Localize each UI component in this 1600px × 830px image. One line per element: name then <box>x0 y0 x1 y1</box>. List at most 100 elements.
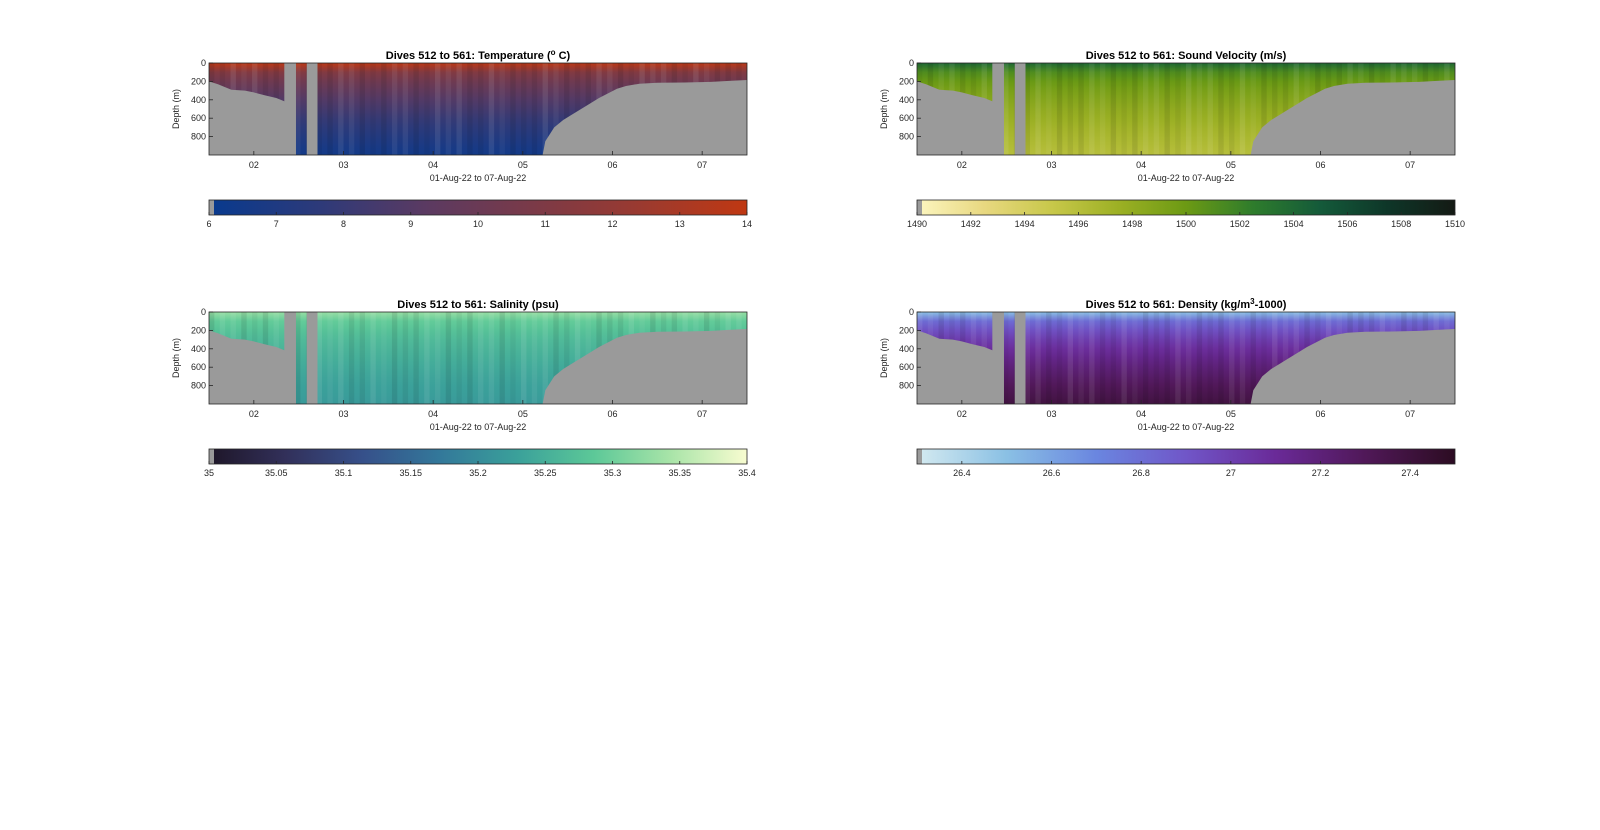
x-tick-label: 05 <box>518 160 528 170</box>
profile-stripe <box>370 312 376 404</box>
profile-stripe <box>1099 312 1106 404</box>
y-tick-label: 200 <box>899 76 914 86</box>
y-tick-label: 800 <box>191 132 206 142</box>
profile-stripe <box>1196 312 1203 404</box>
profile-stripe <box>1110 63 1117 155</box>
no-data-region <box>209 80 747 155</box>
colorbar-tick-label: 26.8 <box>1132 468 1150 478</box>
title-superscript: 3 <box>1250 297 1255 306</box>
colorbar: 35 35.05 35.1 35.15 35.2 35.25 35.3 35.35 35.4 <box>204 448 756 478</box>
x-tick-label: 02 <box>249 409 259 419</box>
profile-stripe <box>1003 63 1009 155</box>
chart-title: Dives 512 to 561: Salinity (psu) <box>397 299 559 311</box>
colorbar-tick-label: 1496 <box>1068 219 1088 229</box>
colorbar-tick-label: 1504 <box>1284 219 1304 229</box>
colorbar-tick-label: 1508 <box>1391 219 1411 229</box>
x-tick-label: 04 <box>428 409 438 419</box>
x-tick-label: 04 <box>1136 160 1146 170</box>
title-superscript: o <box>551 48 556 57</box>
colorbar-no-data-swatch <box>209 449 214 464</box>
colorbar-tick-label: 35.35 <box>668 468 691 478</box>
profile-stripe <box>521 312 527 404</box>
x-tick-label: 07 <box>697 409 707 419</box>
y-tick-label: 400 <box>191 95 206 105</box>
data-gap <box>284 312 296 404</box>
y-tick-label: 0 <box>909 307 914 317</box>
profile-stripe <box>434 63 441 155</box>
colorbar-tick-label: 1492 <box>961 219 981 229</box>
profile-stripe <box>564 63 570 155</box>
profile-stripe <box>1282 312 1289 404</box>
x-tick-label: 06 <box>607 409 617 419</box>
x-tick-label: 02 <box>249 160 259 170</box>
profile-stripe <box>1056 312 1063 404</box>
colorbar: 26.4 26.6 26.8 27 27.2 27.4 <box>916 448 1456 478</box>
colorbar-tick-label: 35.1 <box>335 468 353 478</box>
profile-stripe <box>1164 63 1170 155</box>
x-axis-label: 01-Aug-22 to 07-Aug-22 <box>430 173 527 183</box>
colorbar-tick-label: 8 <box>341 219 346 229</box>
chart-title: Dives 512 to 561: Density (kg/m3-1000) <box>1086 297 1287 311</box>
x-tick-label: 05 <box>1226 409 1236 419</box>
profile-stripe <box>359 312 366 404</box>
profile-stripe <box>348 312 355 404</box>
y-tick-label: 0 <box>201 307 206 317</box>
x-tick-label: 02 <box>957 160 967 170</box>
profile-stripe <box>295 312 301 404</box>
profile-stripe <box>359 63 366 155</box>
axes-frame <box>208 62 748 156</box>
colorbar-tick-label: 27.2 <box>1312 468 1330 478</box>
x-tick-label: 05 <box>1226 160 1236 170</box>
colorbar-tick-label: 10 <box>473 219 483 229</box>
profile-stripe <box>1186 312 1192 404</box>
no-data-region <box>917 80 1455 155</box>
y-tick-label: 800 <box>191 381 206 391</box>
profile-stripe <box>1186 63 1192 155</box>
profile-stripe <box>1261 63 1267 155</box>
y-axis-label: Depth (m) <box>879 338 889 378</box>
section-density: Dives 512 to 561: Density (kg/m3-1000) 0 2… <box>879 297 1456 478</box>
colorbar-tick-label: 1506 <box>1337 219 1357 229</box>
title-suffix: -1000) <box>1255 299 1287 311</box>
profile-stripe <box>499 63 505 155</box>
profile-stripe <box>1121 63 1127 155</box>
profile-stripe <box>542 312 548 404</box>
profile-stripe <box>1229 63 1235 155</box>
x-tick-label: 04 <box>428 160 438 170</box>
profile-stripe <box>1218 63 1224 155</box>
colorbar-tick-label: 9 <box>408 219 413 229</box>
no-data-region <box>917 329 1455 404</box>
profile-stripe <box>445 312 452 404</box>
profile-stripe <box>1239 63 1246 155</box>
data-gap <box>992 312 1004 404</box>
y-tick-label: 800 <box>899 132 914 142</box>
section-temperature: Dives 512 to 561: Temperature (o C)02004… <box>171 48 752 229</box>
chart-title: Dives 512 to 561: Temperature (o C) <box>386 48 571 62</box>
colorbar-tick-label: 27 <box>1226 468 1236 478</box>
no-data-region <box>209 329 747 404</box>
y-axis-label: Depth (m) <box>171 89 181 129</box>
profile-stripe <box>1261 312 1267 404</box>
data-gap <box>306 63 318 155</box>
profile-stripe <box>1046 312 1052 404</box>
data-gap <box>1014 312 1026 404</box>
profile-stripe <box>1035 312 1041 404</box>
profile-stripe <box>348 63 355 155</box>
colorbar-no-data-swatch <box>917 449 922 464</box>
x-tick-label: 04 <box>1136 409 1146 419</box>
y-tick-label: 600 <box>191 362 206 372</box>
axes-frame <box>916 311 1456 405</box>
colorbar-tick-label: 12 <box>607 219 617 229</box>
x-tick-label: 06 <box>607 160 617 170</box>
profile-stripe <box>521 63 527 155</box>
profile-stripe <box>467 63 473 155</box>
profile-stripe <box>1196 63 1203 155</box>
profile-stripe <box>424 312 430 404</box>
profile-stripe <box>553 63 559 155</box>
profile-stripe <box>1024 63 1030 155</box>
profile-stripe <box>456 312 462 404</box>
data-gap <box>1014 63 1026 155</box>
colorbar-ramp <box>209 449 747 464</box>
colorbar-tick-label: 1494 <box>1015 219 1035 229</box>
